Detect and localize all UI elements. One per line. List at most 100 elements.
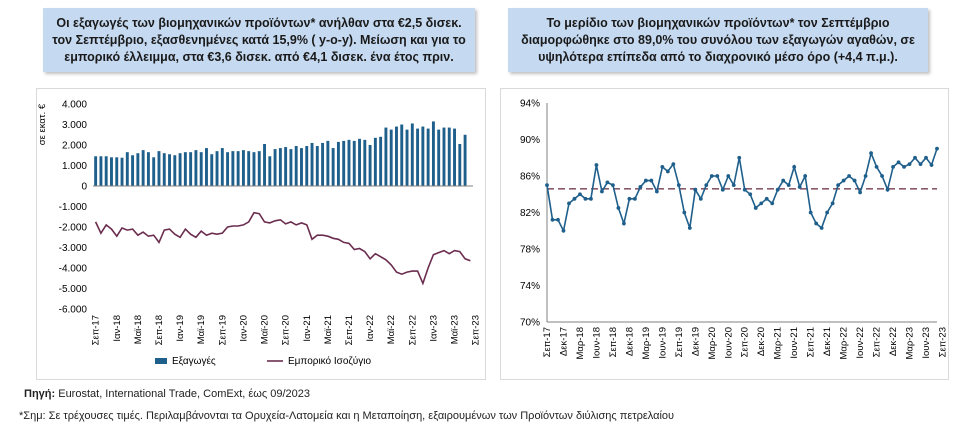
- share-point: [830, 201, 835, 206]
- export-bar: [205, 148, 208, 186]
- export-bar: [215, 151, 219, 186]
- x-tick-label: Μαρ-21: [773, 327, 784, 360]
- share-point: [693, 187, 698, 192]
- share-point: [561, 228, 566, 233]
- export-bar: [226, 152, 230, 186]
- share-point: [748, 192, 753, 197]
- share-chart-panel: 94% 90% 86% 82% 78% 74% 70% Σεπ-17 Δεκ-17 Μαρ-18 Ι…: [500, 88, 949, 380]
- export-bar: [247, 151, 251, 186]
- export-bar: [294, 146, 298, 186]
- source-footnote: Πηγή: Eurostat, International Trade, Com…: [24, 388, 310, 400]
- share-point: [929, 163, 934, 167]
- share-point: [863, 174, 868, 178]
- trade-balance-line: [94, 211, 471, 286]
- share-point: [550, 217, 555, 222]
- share-point: [676, 183, 681, 188]
- share-point: [687, 226, 692, 230]
- export-bar: [252, 152, 256, 186]
- x-tick-label: Σεπ-23: [937, 327, 948, 357]
- left-chart-title: Οι εξαγωγές των βιομηχανικών προϊόντων* …: [43, 8, 475, 72]
- share-point: [578, 192, 582, 197]
- y-tick-label: -2.000: [59, 223, 88, 234]
- exports-balance-chart: 4.000 3.000 2.000 1.000 0 -1.000 -2.000 -3.000 -…: [37, 100, 482, 368]
- y-tick-label: -1.000: [59, 202, 88, 213]
- x-tick-label: Μαρ-20: [707, 327, 718, 360]
- x-tick-label: Μαϊ-19: [196, 315, 207, 344]
- export-bar: [395, 126, 398, 186]
- x-tick-label: Μαρ-23: [905, 327, 916, 360]
- export-bar: [310, 142, 314, 186]
- export-bar: [236, 151, 240, 186]
- share-chart: 94% 90% 86% 82% 78% 74% 70%Σεπ-17 Δεκ-17 Μαρ-18 Ι…: [520, 99, 949, 360]
- export-bar: [305, 146, 309, 186]
- share-point: [627, 196, 632, 201]
- x-tick-label: Σεπ-22: [872, 327, 883, 357]
- x-tick-label: Μαϊ-20: [260, 315, 271, 344]
- share-point: [847, 174, 852, 178]
- share-point: [731, 183, 736, 188]
- x-tick-label: Μαρ-18: [575, 327, 586, 360]
- x-tick-label: Σεπ-17: [542, 327, 553, 357]
- share-point: [594, 163, 599, 167]
- export-bar: [421, 126, 425, 186]
- x-tick-label: Σεπ-19: [674, 327, 685, 357]
- export-bar: [189, 152, 193, 186]
- x-tick-label: Ιαν-23: [428, 315, 439, 342]
- x-tick-label: Δεκ-21: [822, 327, 833, 356]
- share-point: [589, 196, 593, 201]
- share-point: [808, 210, 813, 215]
- y-axis-label: σε εκατ. €: [37, 103, 48, 145]
- share-point: [622, 221, 626, 226]
- export-bar: [125, 152, 129, 186]
- share-point: [605, 180, 610, 185]
- x-tick-label: Μαϊ-18: [133, 315, 144, 344]
- share-point: [660, 164, 665, 169]
- x-tick-label: Σεπ-17: [91, 315, 102, 345]
- export-bar: [94, 156, 98, 186]
- legend-label-exports: Εξαγωγές: [172, 355, 216, 367]
- share-point: [649, 178, 654, 183]
- x-tick-label: Μαϊ-22: [386, 315, 397, 344]
- export-bar: [157, 151, 161, 186]
- y-tick-label: 82%: [520, 208, 540, 219]
- y-tick-label: 74%: [520, 281, 540, 292]
- share-point: [583, 196, 588, 201]
- share-point: [814, 221, 819, 226]
- export-bar: [168, 154, 171, 186]
- x-tick-label: Σεπ-21: [344, 315, 355, 345]
- share-point: [742, 187, 747, 192]
- share-point: [852, 178, 857, 183]
- x-tick-label: Μαρ-22: [839, 327, 850, 360]
- export-bar: [199, 152, 203, 186]
- x-tick-label: Ιαν-18: [112, 315, 123, 342]
- share-point: [572, 196, 577, 201]
- export-bar: [178, 153, 182, 186]
- export-bar: [278, 148, 282, 186]
- export-bar: [104, 156, 108, 186]
- export-bar: [173, 155, 177, 186]
- x-tick-label: Δεκ-20: [756, 327, 767, 356]
- export-bar: [120, 157, 124, 186]
- share-point: [753, 206, 758, 210]
- share-point: [880, 174, 884, 178]
- share-point: [819, 226, 824, 230]
- export-bar: [400, 124, 404, 186]
- x-tick-label: Σεπ-20: [740, 327, 751, 357]
- share-point: [841, 178, 846, 183]
- export-bar: [99, 156, 103, 186]
- share-point: [556, 217, 560, 222]
- y-tick-label: 90%: [520, 135, 540, 146]
- y-tick-label: 94%: [520, 99, 540, 110]
- share-point: [654, 189, 659, 194]
- export-bar: [152, 157, 156, 186]
- share-point: [803, 174, 808, 178]
- export-bar: [431, 121, 435, 186]
- export-bar: [110, 157, 113, 186]
- x-tick-label: Ιαν-20: [238, 315, 249, 342]
- y-tick-label: -6.000: [59, 305, 88, 316]
- note-footnote: *Σημ: Σε τρέχουσες τιμές. Περιλαμβάνοντα…: [19, 410, 675, 422]
- y-tick-label: 86%: [520, 172, 540, 183]
- y-tick-label: 0: [81, 182, 87, 193]
- share-point: [720, 187, 725, 192]
- export-bar: [321, 142, 325, 186]
